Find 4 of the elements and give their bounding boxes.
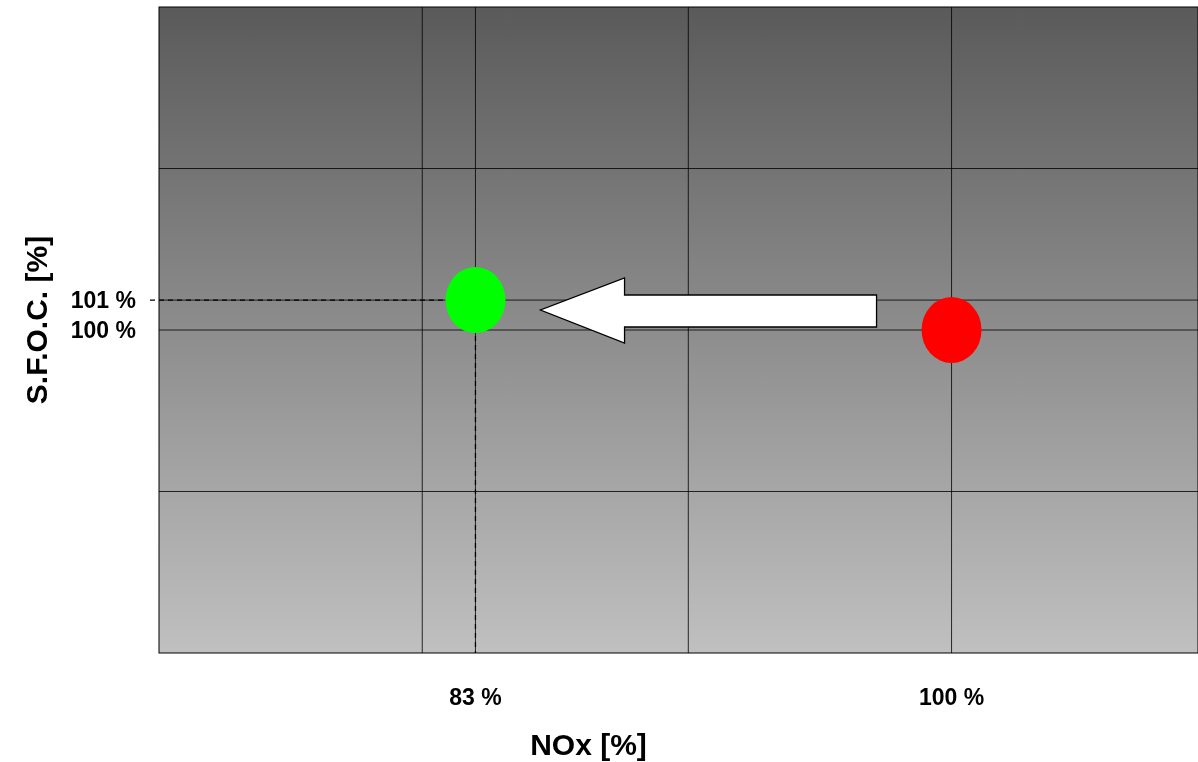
x-axis-title: NOx [%] [530, 728, 647, 761]
y-tick-label: 101 % [70, 287, 136, 314]
y-axis-title: S.F.O.C. [%] [20, 235, 53, 405]
x-tick-label: 83 % [449, 684, 502, 710]
